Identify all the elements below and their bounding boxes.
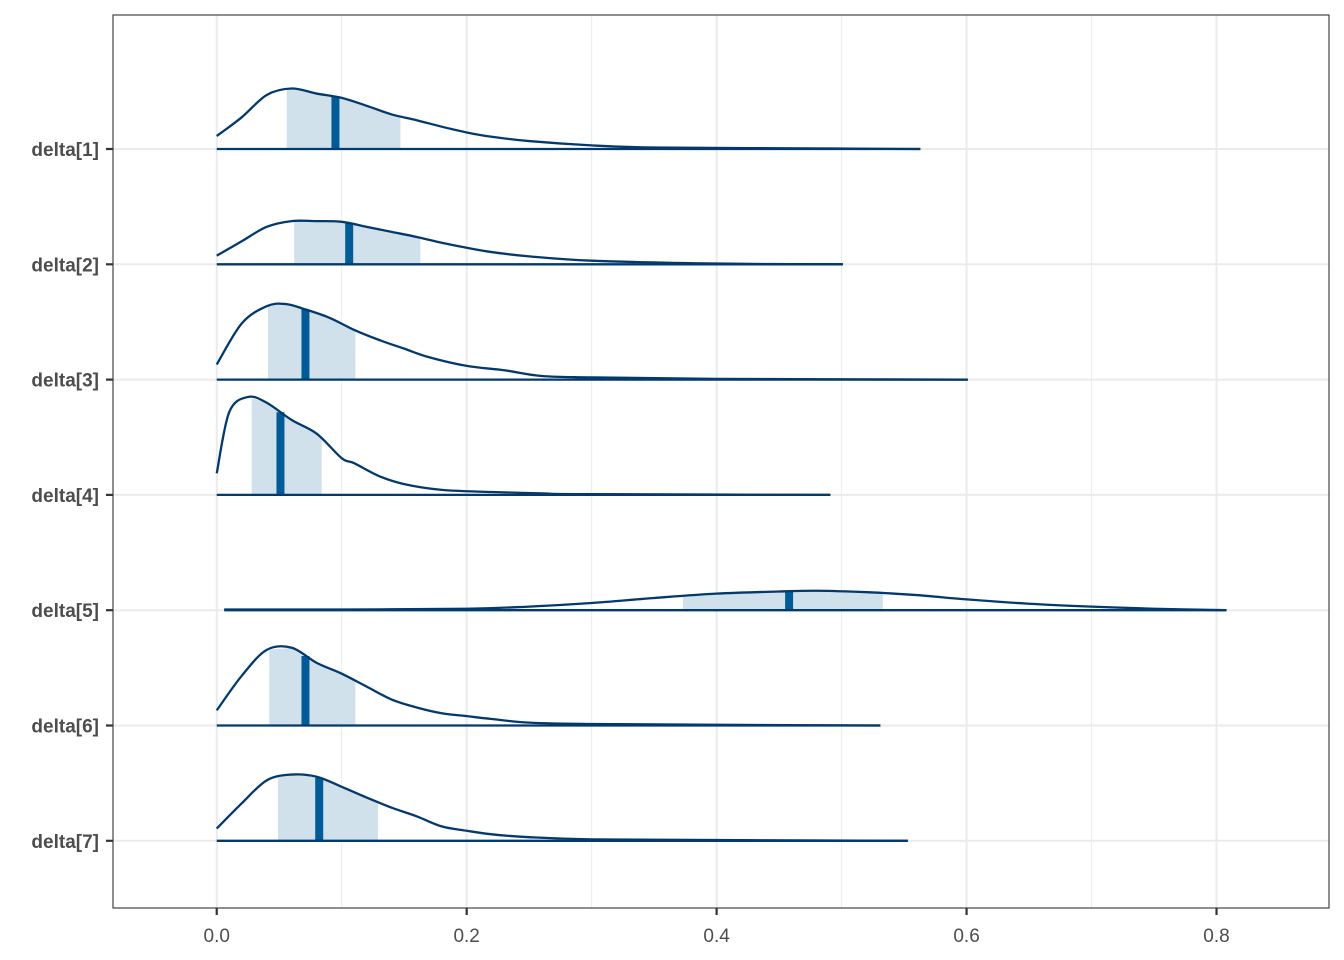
y-tick-label: delta[5] [31,601,99,622]
x-tick-label: 0.6 [953,926,979,947]
x-tick-label: 0.4 [703,926,730,947]
y-tick-label: delta[1] [31,140,99,161]
y-tick-label: delta[2] [31,255,99,276]
y-tick-label: delta[3] [31,371,99,392]
y-tick-label: delta[4] [31,486,99,507]
x-tick-label: 0.8 [1203,926,1229,947]
y-tick-label: delta[6] [31,717,99,738]
x-tick-label: 0.0 [204,926,230,947]
y-tick-label: delta[7] [31,832,99,853]
x-tick-label: 0.2 [453,926,479,947]
